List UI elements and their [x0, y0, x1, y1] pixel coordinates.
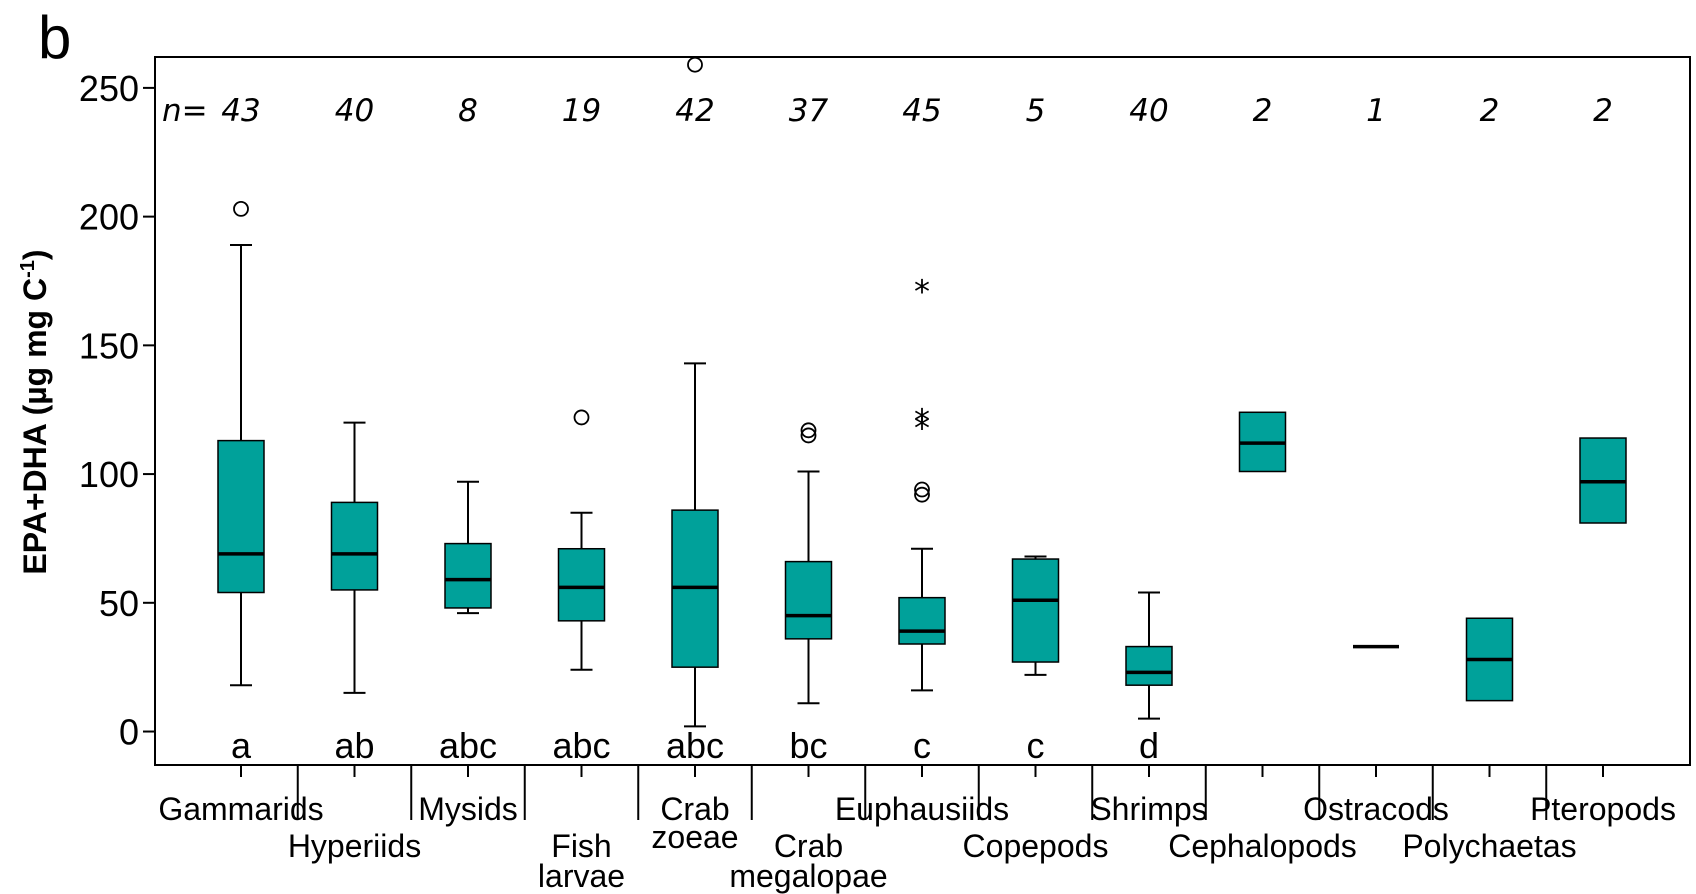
n-label: 1: [1366, 93, 1386, 129]
significance-letter: a: [231, 725, 252, 766]
n-label: 40: [1129, 93, 1168, 129]
box-cephalopods: 2: [1238, 93, 1287, 473]
x-tick-label: Crab: [660, 791, 729, 827]
significance-letter: ab: [334, 725, 374, 766]
box-ostracods: 1: [1353, 93, 1399, 649]
y-tick-label: 200: [79, 197, 139, 238]
x-tick-label: Hyperiids: [288, 828, 421, 864]
x-tick-label: larvae: [538, 858, 625, 894]
iqr-box: [1011, 558, 1060, 663]
n-label: 2: [1480, 93, 1500, 129]
y-tick-label: 50: [99, 583, 139, 624]
box-gammarids: 43 a: [217, 93, 265, 766]
box-fish-larvae: 19 abc: [552, 93, 610, 766]
significance-letter: abc: [439, 725, 497, 766]
extreme-point: *: [914, 273, 930, 311]
n-label: 5: [1026, 93, 1046, 129]
outlier-point: [233, 200, 249, 217]
y-tick-label: 100: [79, 454, 139, 495]
outlier-point: [800, 422, 817, 439]
n-label: 42: [675, 93, 714, 129]
outlier-point: [914, 481, 930, 498]
x-tick-label: Mysids: [418, 791, 518, 827]
x-tick-label: Shrimps: [1090, 791, 1207, 827]
x-tick-label: megalopae: [729, 858, 887, 894]
y-axis-label-main: EPA+DHA (µg mg C: [17, 278, 53, 575]
significance-letter: abc: [552, 725, 610, 766]
n-label: 43: [221, 93, 260, 129]
outlier-point: [914, 486, 930, 503]
x-tick-label: Pteropods: [1530, 791, 1676, 827]
n-label: 37: [789, 93, 829, 129]
significance-letter: bc: [789, 725, 827, 766]
x-tick-label: Copepods: [963, 828, 1109, 864]
x-tick-label: Gammarids: [158, 791, 323, 827]
box-mysids: 8 abc: [439, 93, 497, 766]
iqr-box: [784, 560, 833, 640]
extreme-point: *: [914, 401, 930, 439]
y-axis: 0 50 100 150 200 250: [79, 68, 155, 753]
n-label: 8: [458, 93, 478, 129]
iqr-box: [330, 501, 379, 591]
box-shrimps: 40 d: [1125, 93, 1173, 766]
box-crab-megalopae: 37 bc: [784, 93, 833, 766]
x-tick-label: Fish: [551, 828, 611, 864]
n-label: 2: [1593, 93, 1613, 129]
panel-label: b: [38, 4, 71, 71]
extreme-point: *: [914, 409, 930, 447]
n-prefix: n=: [162, 93, 208, 129]
box-euphausiids: ***45c: [898, 93, 946, 766]
x-tick-label: Ostracods: [1303, 791, 1449, 827]
n-label: 19: [562, 93, 601, 129]
iqr-box: [898, 596, 946, 645]
outlier-point: [687, 56, 703, 73]
iqr-box: [444, 542, 492, 609]
outlier-point: [800, 427, 817, 444]
x-tick-label: Crab: [774, 828, 843, 864]
iqr-box: [557, 547, 606, 622]
y-tick-label: 150: [79, 325, 139, 366]
y-axis-label: EPA+DHA (µg mg C-1): [17, 249, 53, 574]
y-tick-label: 250: [79, 68, 139, 109]
iqr-box: [1125, 645, 1173, 686]
significance-letter: d: [1139, 725, 1159, 766]
x-tick-label: Euphausiids: [835, 791, 1009, 827]
box-pteropods: 2: [1579, 93, 1627, 524]
box-copepods: 5c: [1011, 93, 1060, 766]
outlier-point: [573, 409, 590, 426]
box-polychaetas: 2: [1465, 93, 1514, 702]
x-tick-label: zoeae: [651, 819, 738, 855]
significance-letter: abc: [666, 725, 724, 766]
box-crab-zoeae: 42 abc: [666, 56, 724, 766]
y-axis-label-close: ): [17, 249, 53, 260]
n-label: 40: [335, 93, 374, 129]
x-tick-label: Polychaetas: [1402, 828, 1576, 864]
significance-letter: c: [913, 725, 931, 766]
x-tick-label: Cephalopods: [1168, 828, 1357, 864]
n-label: 2: [1253, 93, 1273, 129]
n-label: 45: [902, 93, 941, 129]
y-axis-label-sup: -1: [17, 260, 39, 278]
y-tick-label: 0: [119, 712, 139, 753]
box-hyperiids: 40 ab: [330, 93, 379, 766]
iqr-box: [217, 439, 265, 594]
significance-letter: c: [1027, 725, 1045, 766]
